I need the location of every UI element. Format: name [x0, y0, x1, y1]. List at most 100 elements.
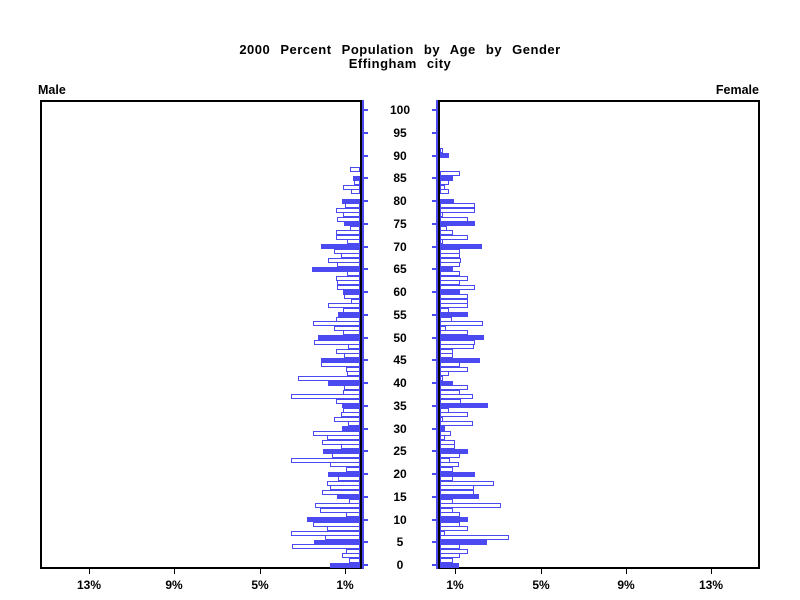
age-tick-mark: [432, 496, 436, 498]
age-tick-label: 0: [396, 558, 404, 572]
female-bar: [440, 421, 473, 426]
percent-tick-mark: [455, 569, 456, 574]
male-bar: [314, 540, 360, 545]
male-bar: [336, 235, 360, 240]
age-tick-label: 35: [393, 399, 407, 413]
female-bar: [440, 330, 468, 335]
male-bar: [330, 563, 360, 568]
percent-tick-label: 1%: [336, 578, 354, 592]
male-bar: [336, 208, 360, 213]
age-tick-mark: [364, 405, 368, 407]
age-tick-label: 70: [393, 240, 407, 254]
age-tick-mark: [364, 564, 368, 566]
female-bar: [440, 153, 449, 158]
age-tick-mark: [364, 496, 368, 498]
age-tick-mark: [364, 473, 368, 475]
age-tick-label: 85: [393, 171, 407, 185]
age-tick-mark: [364, 382, 368, 384]
percent-tick-mark: [174, 569, 175, 574]
female-bar: [440, 381, 453, 386]
female-bar: [440, 467, 453, 472]
female-bar: [440, 244, 482, 249]
percent-tick-label: 5%: [532, 578, 550, 592]
age-tick-mark: [364, 450, 368, 452]
male-bar: [336, 349, 360, 354]
male-bar: [337, 285, 360, 290]
age-tick-label: 80: [393, 194, 407, 208]
age-tick-label: 55: [393, 308, 407, 322]
percent-tick-mark: [260, 569, 261, 574]
female-bar: [440, 449, 468, 454]
age-tick-mark: [432, 291, 436, 293]
male-panel: [40, 100, 362, 569]
male-bar: [328, 303, 360, 308]
age-tick-mark: [432, 473, 436, 475]
female-bar: [440, 340, 475, 345]
age-tick-mark: [364, 223, 368, 225]
percent-tick-label: 13%: [76, 578, 102, 592]
male-bar: [307, 517, 360, 522]
percent-tick-label: 5%: [251, 578, 269, 592]
female-bar: [440, 290, 460, 295]
age-tick-mark: [432, 382, 436, 384]
age-tick-mark: [432, 564, 436, 566]
female-bar: [440, 535, 509, 540]
male-bar: [298, 376, 360, 381]
female-bar: [440, 312, 468, 317]
chart-title: 2000 Percent Population by Age by Gender: [239, 42, 561, 57]
male-bar: [349, 499, 360, 504]
male-bar: [343, 308, 360, 313]
male-bar: [342, 199, 360, 204]
female-bar: [440, 349, 453, 354]
female-bar: [440, 299, 468, 304]
age-tick-label: 30: [393, 422, 407, 436]
age-tick-mark: [432, 177, 436, 179]
age-tick-label: 20: [393, 467, 407, 481]
age-tick-mark: [432, 246, 436, 248]
male-bar: [320, 508, 360, 513]
male-bar: [343, 390, 360, 395]
age-tick-label: 15: [393, 490, 407, 504]
male-bar: [346, 549, 360, 554]
age-tick-mark: [432, 541, 436, 543]
age-tick-mark: [364, 428, 368, 430]
female-bar: [440, 558, 453, 563]
percent-tick-mark: [345, 569, 346, 574]
male-bar: [321, 358, 360, 363]
male-bar: [327, 481, 360, 486]
female-bar: [440, 508, 453, 513]
age-tick-label: 90: [393, 149, 407, 163]
female-bar: [440, 176, 453, 181]
male-bar: [336, 230, 360, 235]
male-bar: [343, 185, 360, 190]
age-tick-label: 100: [389, 103, 411, 117]
age-tick-label: 75: [393, 217, 407, 231]
age-tick-mark: [364, 109, 368, 111]
female-bar: [440, 335, 484, 340]
female-bar: [440, 408, 449, 413]
age-tick-mark: [432, 132, 436, 134]
male-bar: [322, 490, 360, 495]
age-tick-label: 45: [393, 353, 407, 367]
age-tick-label: 40: [393, 376, 407, 390]
age-tick-mark: [432, 359, 436, 361]
female-bar: [440, 417, 443, 422]
male-bar: [314, 340, 360, 345]
female-bar: [440, 276, 468, 281]
female-bar: [440, 490, 474, 495]
percent-tick-mark: [89, 569, 90, 574]
percent-tick-label: 1%: [446, 578, 464, 592]
male-bar: [291, 458, 360, 463]
female-bar: [440, 481, 494, 486]
age-tick-mark: [364, 314, 368, 316]
female-bar: [440, 403, 488, 408]
female-bar: [440, 431, 451, 436]
age-tick-mark: [432, 155, 436, 157]
age-tick-mark: [432, 109, 436, 111]
age-tick-mark: [364, 200, 368, 202]
female-bar: [440, 208, 475, 213]
male-bar: [349, 558, 360, 563]
female-bar: [440, 321, 483, 326]
age-tick-mark: [432, 428, 436, 430]
male-baseline-axis: [362, 100, 364, 569]
